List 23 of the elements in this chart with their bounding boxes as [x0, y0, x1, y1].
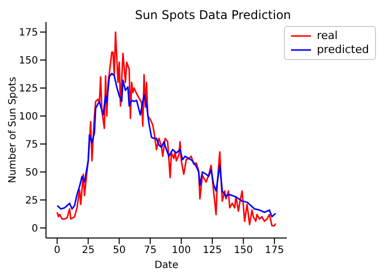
x-tick-label: 125: [202, 245, 222, 256]
y-tick-label: 75: [25, 140, 38, 151]
line-series: [56, 72, 276, 218]
legend-label: predicted: [316, 43, 369, 57]
x-tick-label: 50: [112, 245, 126, 256]
legend-label: real: [316, 29, 338, 43]
y-tick-label: 125: [18, 84, 38, 95]
y-tick-label: 0: [32, 223, 38, 234]
chart-title: Sun Spots Data Prediction: [134, 8, 292, 22]
x-tick-label: 0: [54, 245, 60, 256]
x-axis-title: Date: [154, 260, 178, 271]
x-tick-label: 75: [144, 245, 157, 256]
y-tick-label: 175: [18, 28, 38, 39]
x-tick-label: 175: [264, 245, 284, 256]
y-tick-label: 25: [25, 196, 38, 206]
y-axis-title: Number of Sun Spots: [8, 76, 19, 184]
x-tick-label: 150: [234, 245, 253, 256]
x-tick-label: 25: [82, 245, 95, 256]
x-tick-label: 100: [172, 245, 191, 256]
y-tick-label: 150: [18, 56, 38, 67]
line-series: [56, 31, 276, 226]
y-tick-label: 100: [18, 112, 38, 123]
y-tick-label: 50: [25, 168, 38, 179]
